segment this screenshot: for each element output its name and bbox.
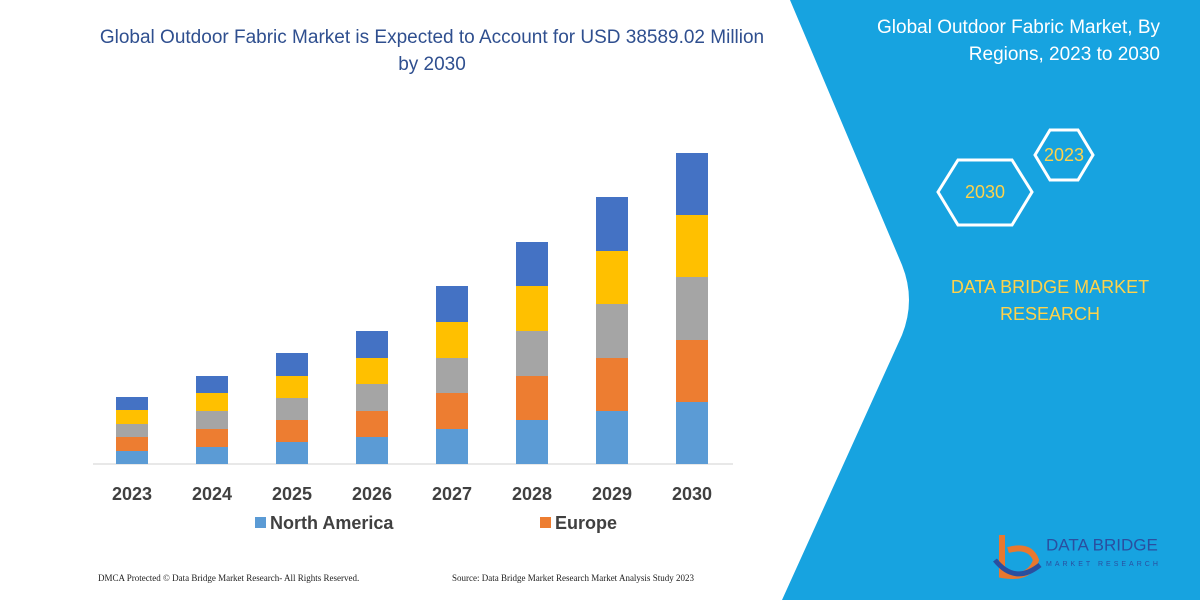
x-tick-label: 2026 <box>352 484 392 504</box>
bar-segment <box>356 331 388 358</box>
bar-segment <box>276 420 308 442</box>
bar-segment <box>356 384 388 411</box>
bar-segment <box>516 242 548 286</box>
bar-segment <box>676 340 708 402</box>
panel-title: Global Outdoor Fabric Market, By Regions… <box>877 17 1160 65</box>
bar-segment <box>436 322 468 358</box>
legend-swatch <box>540 517 551 528</box>
bar-segment <box>196 447 228 464</box>
legend-label: Europe <box>555 513 617 533</box>
bar-segment <box>196 393 228 411</box>
bar-segment <box>276 376 308 398</box>
bar-segment <box>276 398 308 420</box>
bar-segment <box>276 442 308 464</box>
bar-segment <box>596 358 628 411</box>
bar-segment <box>436 429 468 464</box>
logo-icon <box>999 535 1040 579</box>
bar-segment <box>356 358 388 384</box>
logo-name: DATA BRIDGE <box>1046 535 1158 554</box>
bar-segment <box>116 437 148 451</box>
legend-label: North America <box>270 513 394 533</box>
bar-segment <box>516 331 548 376</box>
bar-segment <box>196 429 228 447</box>
bar-segment <box>356 437 388 464</box>
x-tick-label: 2025 <box>272 484 312 504</box>
bar-segment <box>116 410 148 424</box>
bar-segment <box>676 215 708 277</box>
hex-label: 2023 <box>1044 145 1084 165</box>
bar-segment <box>196 376 228 393</box>
bar-segment <box>356 411 388 437</box>
bar-segment <box>116 424 148 437</box>
x-tick-label: 2029 <box>592 484 632 504</box>
bar-segment <box>596 304 628 358</box>
bar-segment <box>516 376 548 420</box>
bar-segment <box>596 411 628 464</box>
bar-segment <box>436 286 468 322</box>
bar-segment <box>676 153 708 215</box>
bar-segment <box>676 277 708 340</box>
footer-left: DMCA Protected © Data Bridge Market Rese… <box>98 573 359 583</box>
logo-icon <box>993 558 1042 577</box>
bar-segment <box>516 420 548 464</box>
side-panel <box>782 0 1200 600</box>
footer-right: Source: Data Bridge Market Research Mark… <box>452 573 694 583</box>
logo-tagline: MARKET RESEARCH <box>1046 561 1161 568</box>
bar-segment <box>276 353 308 376</box>
brand: DATA BRIDGE MARKET RESEARCH <box>950 277 1150 324</box>
bar-segment <box>436 393 468 429</box>
hexagon <box>1033 128 1095 182</box>
bar-segment <box>596 197 628 251</box>
bar-segment <box>596 251 628 304</box>
bar-segment <box>436 358 468 393</box>
bar-segment <box>516 286 548 331</box>
bar-segment <box>196 411 228 429</box>
x-tick-label: 2028 <box>512 484 552 504</box>
bar-segment <box>676 402 708 464</box>
x-tick-label: 2030 <box>672 484 712 504</box>
hexagon <box>936 158 1034 227</box>
x-tick-label: 2023 <box>112 484 152 504</box>
bar-segment <box>116 397 148 410</box>
x-tick-label: 2024 <box>192 484 232 504</box>
chart-title: Global Outdoor Fabric Market is Expected… <box>99 27 765 75</box>
x-tick-label: 2027 <box>432 484 472 504</box>
legend-swatch <box>255 517 266 528</box>
bar-segment <box>116 451 148 464</box>
hex-label: 2030 <box>965 182 1005 202</box>
